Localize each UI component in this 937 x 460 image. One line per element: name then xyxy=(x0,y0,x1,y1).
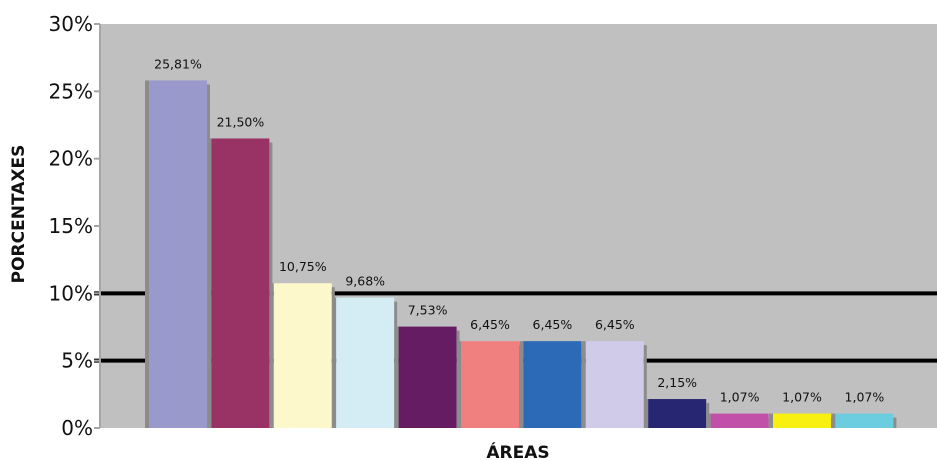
bar-value-label: 1,07% xyxy=(845,390,885,405)
bar-value-label: 9,68% xyxy=(345,274,385,289)
y-tick-label: 30% xyxy=(49,12,93,36)
y-tick-label: 20% xyxy=(49,147,93,171)
bar-shadow xyxy=(893,417,897,428)
bar xyxy=(211,138,270,428)
y-tick-label: 10% xyxy=(49,281,93,305)
bar xyxy=(461,341,519,428)
y-tick-label: 15% xyxy=(49,214,93,238)
bar xyxy=(710,413,769,428)
y-axis-title: PORCENTAXES xyxy=(9,145,29,284)
bar xyxy=(648,399,707,428)
y-tick-label: 5% xyxy=(61,349,93,373)
bar-shadow xyxy=(831,413,836,428)
bar-shadow xyxy=(394,326,399,428)
bar xyxy=(149,80,207,429)
bar-shadow xyxy=(706,413,711,428)
bar-value-label: 7,53% xyxy=(408,303,448,318)
y-axis-ticks: 0% 5% 10% 15% 20% 25% 30% xyxy=(49,12,100,440)
bar-shadow xyxy=(457,341,461,428)
bar xyxy=(336,297,395,428)
bar xyxy=(773,413,831,428)
bar-value-label: 2,15% xyxy=(657,375,697,390)
bar-value-label: 6,45% xyxy=(595,317,635,332)
bar xyxy=(398,326,457,428)
bar xyxy=(835,413,894,428)
bar xyxy=(523,341,582,428)
x-axis-title: ÁREAS xyxy=(486,441,549,460)
bar-shadow xyxy=(644,399,649,428)
bar-shadow xyxy=(769,413,773,428)
bar-value-label: 1,07% xyxy=(782,390,822,405)
bars: 25,81% 21,50% 10,75% 9,68% 7,53% 6,45% 6,45% 6,… xyxy=(145,56,897,429)
bar xyxy=(273,283,332,428)
bar-value-label: 6,45% xyxy=(533,317,573,332)
bar-value-label: 25,81% xyxy=(154,56,202,71)
bar-shadow xyxy=(145,80,149,429)
bar-shadow xyxy=(581,341,586,428)
bar-shadow xyxy=(519,341,524,428)
bar-value-label: 1,07% xyxy=(720,390,760,405)
bar-shadow xyxy=(332,297,337,428)
y-tick-label: 25% xyxy=(49,79,93,103)
bar-value-label: 6,45% xyxy=(470,317,510,332)
bar xyxy=(585,341,644,428)
bar-shadow xyxy=(269,283,274,428)
bar-value-label: 21,50% xyxy=(217,114,265,129)
y-tick-label: 0% xyxy=(61,416,93,440)
bar-shadow xyxy=(643,345,647,428)
bar-value-label: 10,75% xyxy=(279,259,327,274)
bar-shadow xyxy=(207,138,212,428)
